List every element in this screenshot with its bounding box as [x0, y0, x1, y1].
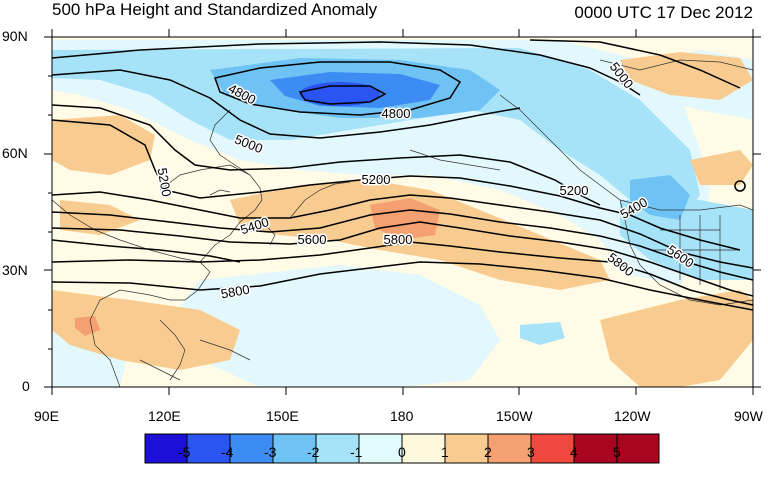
height-contours: [52, 39, 753, 311]
lon-label: 120W: [614, 408, 651, 424]
colorbar-swatch: [272, 433, 317, 464]
colorbar-swatch: [144, 433, 188, 464]
contour-label: 5800: [220, 282, 251, 302]
lon-label: 90E: [34, 408, 59, 424]
lon-label: 150E: [266, 408, 299, 424]
contour-label: 5600: [298, 232, 327, 247]
colorbar-swatch: [229, 433, 274, 464]
colorbar-label: -2: [307, 444, 320, 460]
contour-label: 5800: [384, 232, 413, 247]
colorbar-label: 2: [484, 444, 492, 460]
colorbar-label: 1: [441, 444, 449, 460]
colorbar-label: 5: [613, 444, 621, 460]
lat-label: 60N: [2, 145, 28, 161]
colorbar-swatch: [573, 433, 618, 464]
closed-contour-marker: [734, 180, 746, 192]
map-datetime: 0000 UTC 17 Dec 2012: [574, 3, 753, 22]
colorbar-swatch: [487, 433, 532, 464]
lat-label: 90N: [2, 28, 28, 44]
colorbar-label: -1: [350, 444, 363, 460]
map-title: 500 hPa Height and Standardized Anomaly: [52, 0, 378, 19]
colorbar-label: 4: [570, 444, 578, 460]
colorbar-label: -4: [221, 444, 234, 460]
lon-label: 120E: [148, 408, 181, 424]
contour-label: 5200: [155, 167, 175, 198]
contour-label: 5200: [362, 172, 391, 187]
lon-label: 90W: [734, 408, 763, 424]
colorbar-swatch: [616, 433, 660, 464]
lat-label: 0: [22, 378, 30, 394]
colorbar-swatch: [530, 433, 575, 464]
map-plot-area: [52, 37, 753, 387]
contour-label: 4800: [382, 106, 411, 121]
colorbar-label: 3: [527, 444, 535, 460]
lon-label: 150W: [496, 408, 533, 424]
lat-ticks: [44, 36, 761, 388]
contour-label: 5200: [560, 183, 589, 198]
colorbar-swatch: [401, 433, 446, 464]
colorbar-swatch: [315, 433, 360, 464]
colorbar-label: -5: [178, 444, 191, 460]
colorbar-swatch: [358, 433, 403, 464]
lon-label: 180: [390, 408, 414, 424]
lon-ticks: [51, 29, 754, 395]
colorbar-label: -3: [264, 444, 277, 460]
colorbar: [144, 433, 660, 464]
colorbar-label: 0: [398, 444, 406, 460]
lat-label: 30N: [2, 262, 28, 278]
anomaly-fill-orange-2: [75, 198, 440, 336]
colorbar-swatch: [444, 433, 489, 464]
